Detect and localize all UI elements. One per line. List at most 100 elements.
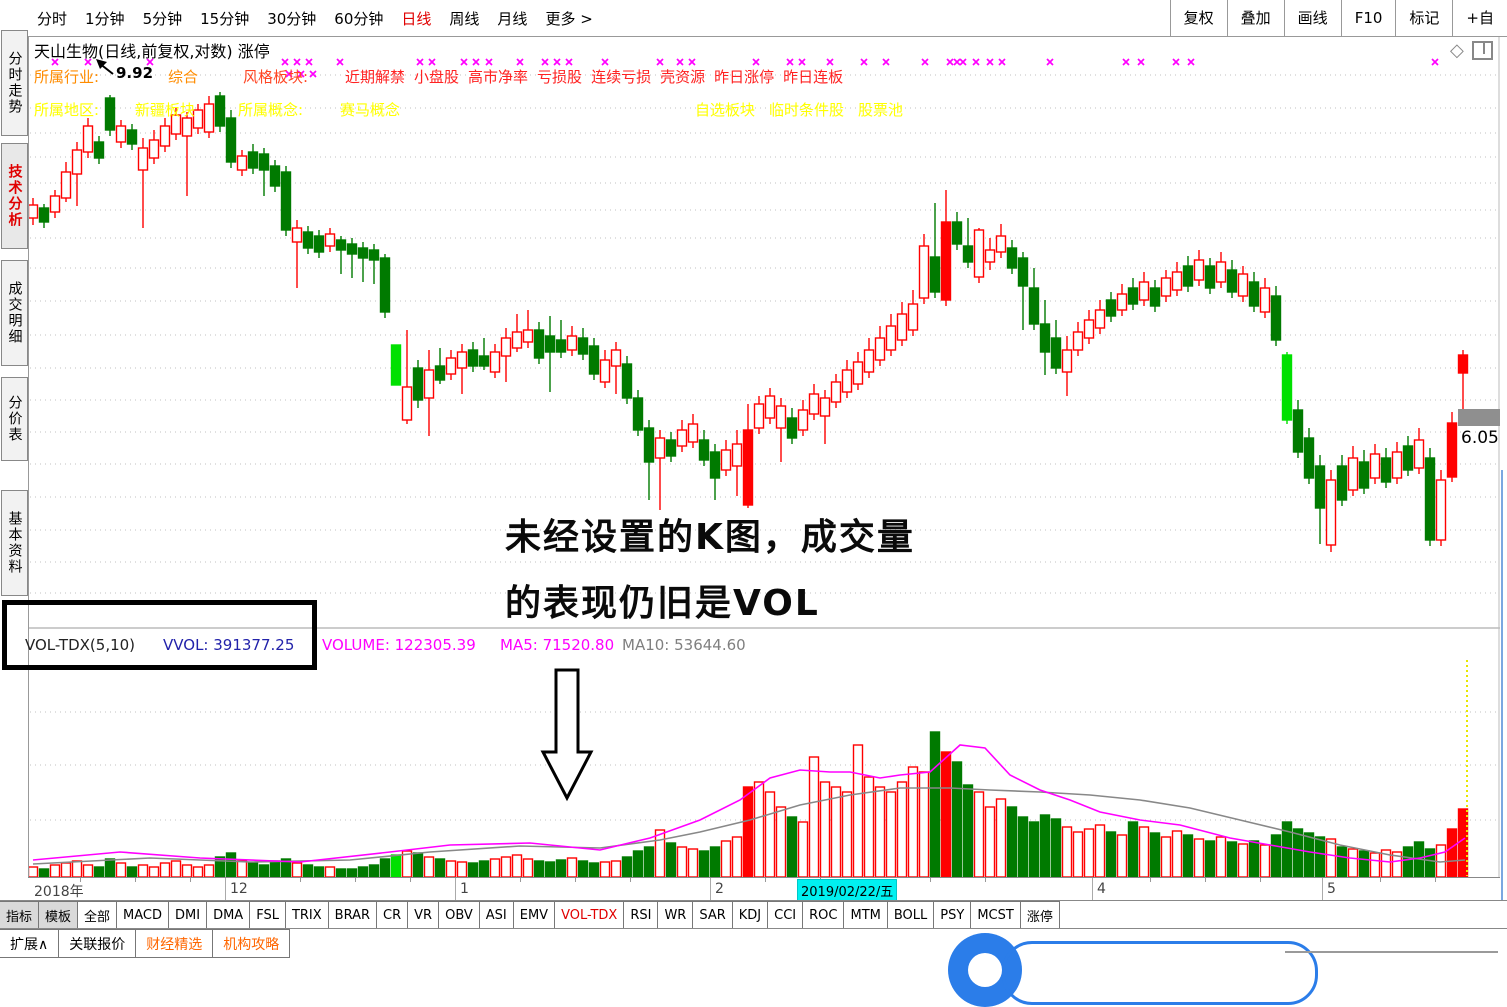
volume-bar	[1369, 852, 1381, 878]
split-window-icon[interactable]	[1471, 41, 1493, 60]
indicator-tab-KDJ[interactable]: KDJ	[731, 901, 769, 929]
indicator-tab-EMV[interactable]: EMV	[512, 901, 556, 929]
candle-body	[896, 313, 908, 341]
indicator-tab-PSY[interactable]: PSY	[933, 901, 972, 929]
statusbar-扩展∧[interactable]: 扩展∧	[0, 929, 60, 958]
period-tab-周线[interactable]: 周线	[449, 9, 480, 28]
style-tag-壳资源[interactable]: 壳资源	[660, 68, 706, 86]
style-tag-近期解禁[interactable]: 近期解禁	[345, 68, 406, 86]
candle-body	[269, 165, 281, 187]
period-tab-5分钟[interactable]: 5分钟	[142, 9, 183, 28]
indicator-tab-指标[interactable]: 指标	[0, 901, 40, 929]
candle-body	[1402, 445, 1414, 471]
indicator-tab-MCST[interactable]: MCST	[970, 901, 1021, 929]
indicator-tab-ROC[interactable]: ROC	[802, 901, 845, 929]
industry-label[interactable]: 所属行业:	[34, 68, 100, 86]
indicator-tab-全部[interactable]: 全部	[77, 901, 118, 929]
period-tab-15分钟[interactable]: 15分钟	[200, 9, 250, 28]
style-tag-昨日涨停[interactable]: 昨日涨停	[714, 68, 775, 86]
indicator-tab-CR[interactable]: CR	[376, 901, 409, 929]
indicator-tab-DMI[interactable]: DMI	[168, 901, 208, 929]
area-label[interactable]: 所属地区:	[34, 101, 100, 119]
indicator-name[interactable]: VOL-TDX(5,10)	[25, 636, 136, 654]
indicator-tab-CCI[interactable]: CCI	[767, 901, 804, 929]
sidebar-tab-成交明细[interactable]: 成交明细	[1, 260, 28, 366]
concept-label[interactable]: 所属概念:	[238, 101, 304, 119]
axis-tick	[630, 878, 631, 882]
sidebar-tab-基本资料[interactable]: 基本资料	[1, 490, 28, 596]
candle-body	[467, 349, 479, 367]
indicator-tab-TRIX[interactable]: TRIX	[284, 901, 329, 929]
candle-body	[434, 365, 446, 381]
sidebar-tab-分时走势[interactable]: 分时走势	[1, 30, 28, 136]
concept-value[interactable]: 赛马概念	[340, 101, 401, 119]
statusbar-机构攻略[interactable]: 机构攻略	[212, 929, 291, 958]
indicator-tab-BOLL[interactable]: BOLL	[886, 901, 935, 929]
limit-up-event-mark	[1172, 58, 1180, 66]
volume-bar	[478, 860, 490, 878]
style-board-label[interactable]: 风格板块:	[243, 68, 309, 86]
volume-bar	[60, 862, 72, 878]
chart-canvas[interactable]: 6.05	[0, 0, 1507, 957]
toolbar-button-叠加[interactable]: 叠加	[1226, 0, 1284, 36]
toolbar-button-+自[interactable]: +自	[1452, 0, 1507, 36]
indicator-tab-FSL[interactable]: FSL	[249, 901, 286, 929]
custom-item-临时条件股[interactable]: 临时条件股	[769, 101, 845, 119]
indicator-tab-RSI[interactable]: RSI	[623, 901, 659, 929]
candle-body	[643, 427, 655, 463]
sidebar-tab-技术分析[interactable]: 技术分析	[1, 143, 28, 249]
volume-bar	[808, 756, 820, 878]
toolbar-button-复权[interactable]: 复权	[1169, 0, 1227, 36]
indicator-tab-BRAR[interactable]: BRAR	[327, 901, 378, 929]
volume-ma5-line	[32, 744, 1466, 863]
indicator-tab-模板[interactable]: 模板	[38, 901, 79, 929]
industry-value[interactable]: 综合	[168, 68, 199, 86]
area-value[interactable]: 新疆板块	[135, 101, 196, 119]
candle-body	[775, 405, 787, 429]
candle-body	[1193, 259, 1205, 281]
style-tag-小盘股[interactable]: 小盘股	[414, 68, 460, 86]
indicator-tab-WR[interactable]: WR	[657, 901, 694, 929]
period-tab-分时[interactable]: 分时	[37, 9, 68, 28]
indicator-tab-涨停[interactable]: 涨停	[1019, 901, 1060, 929]
indicator-tab-ASI[interactable]: ASI	[478, 901, 514, 929]
toolbar-button-标记[interactable]: 标记	[1395, 0, 1452, 36]
period-tab-30分钟[interactable]: 30分钟	[267, 9, 317, 28]
indicator-tab-MACD[interactable]: MACD	[116, 901, 170, 929]
volume-bar	[489, 858, 501, 878]
toolbar-button-F10[interactable]: F10	[1340, 0, 1396, 36]
style-tag-高市净率[interactable]: 高市净率	[468, 68, 529, 86]
axis-tick	[80, 878, 81, 882]
indicator-tab-VR[interactable]: VR	[407, 901, 440, 929]
indicator-tab-SAR[interactable]: SAR	[692, 901, 733, 929]
style-tag-亏损股[interactable]: 亏损股	[537, 68, 583, 86]
style-tag-昨日连板[interactable]: 昨日连板	[783, 68, 844, 86]
period-tab-更多 >[interactable]: 更多 >	[545, 9, 593, 28]
toolbar-button-画线[interactable]: 画线	[1283, 0, 1341, 36]
statusbar-关联报价[interactable]: 关联报价	[58, 929, 137, 958]
diamond-icon[interactable]: ◇	[1450, 39, 1464, 61]
style-tag-连续亏损[interactable]: 连续亏损	[591, 68, 652, 86]
ma5-value: MA5: 71520.80	[500, 636, 615, 654]
statusbar-财经精选[interactable]: 财经精选	[135, 929, 214, 958]
candle-body	[654, 437, 666, 459]
period-tab-60分钟[interactable]: 60分钟	[334, 9, 384, 28]
period-tab-月线[interactable]: 月线	[497, 9, 528, 28]
indicator-tab-OBV[interactable]: OBV	[438, 901, 480, 929]
candle-body	[500, 337, 512, 357]
date-axis[interactable]: 2018年 12 1 2 4 5 2019/02/22/五	[28, 877, 1500, 902]
custom-item-自选板块[interactable]: 自选板块	[695, 101, 756, 119]
indicator-tab-VOL-TDX[interactable]: VOL-TDX	[554, 901, 625, 929]
sidebar-tab-分价表[interactable]: 分价表	[1, 377, 28, 461]
custom-item-股票池[interactable]: 股票池	[858, 101, 904, 119]
volume-bar	[82, 864, 94, 878]
volume-bar	[742, 786, 754, 878]
axis-tick	[135, 878, 136, 882]
period-tab-日线[interactable]: 日线	[401, 9, 432, 28]
candle-body	[401, 386, 413, 421]
indicator-tab-MTM[interactable]: MTM	[843, 901, 888, 929]
indicator-tab-DMA[interactable]: DMA	[206, 901, 251, 929]
period-tab-1分钟[interactable]: 1分钟	[85, 9, 125, 28]
volume-bar	[335, 868, 347, 878]
chart-window-icons: ◇	[1450, 41, 1493, 60]
